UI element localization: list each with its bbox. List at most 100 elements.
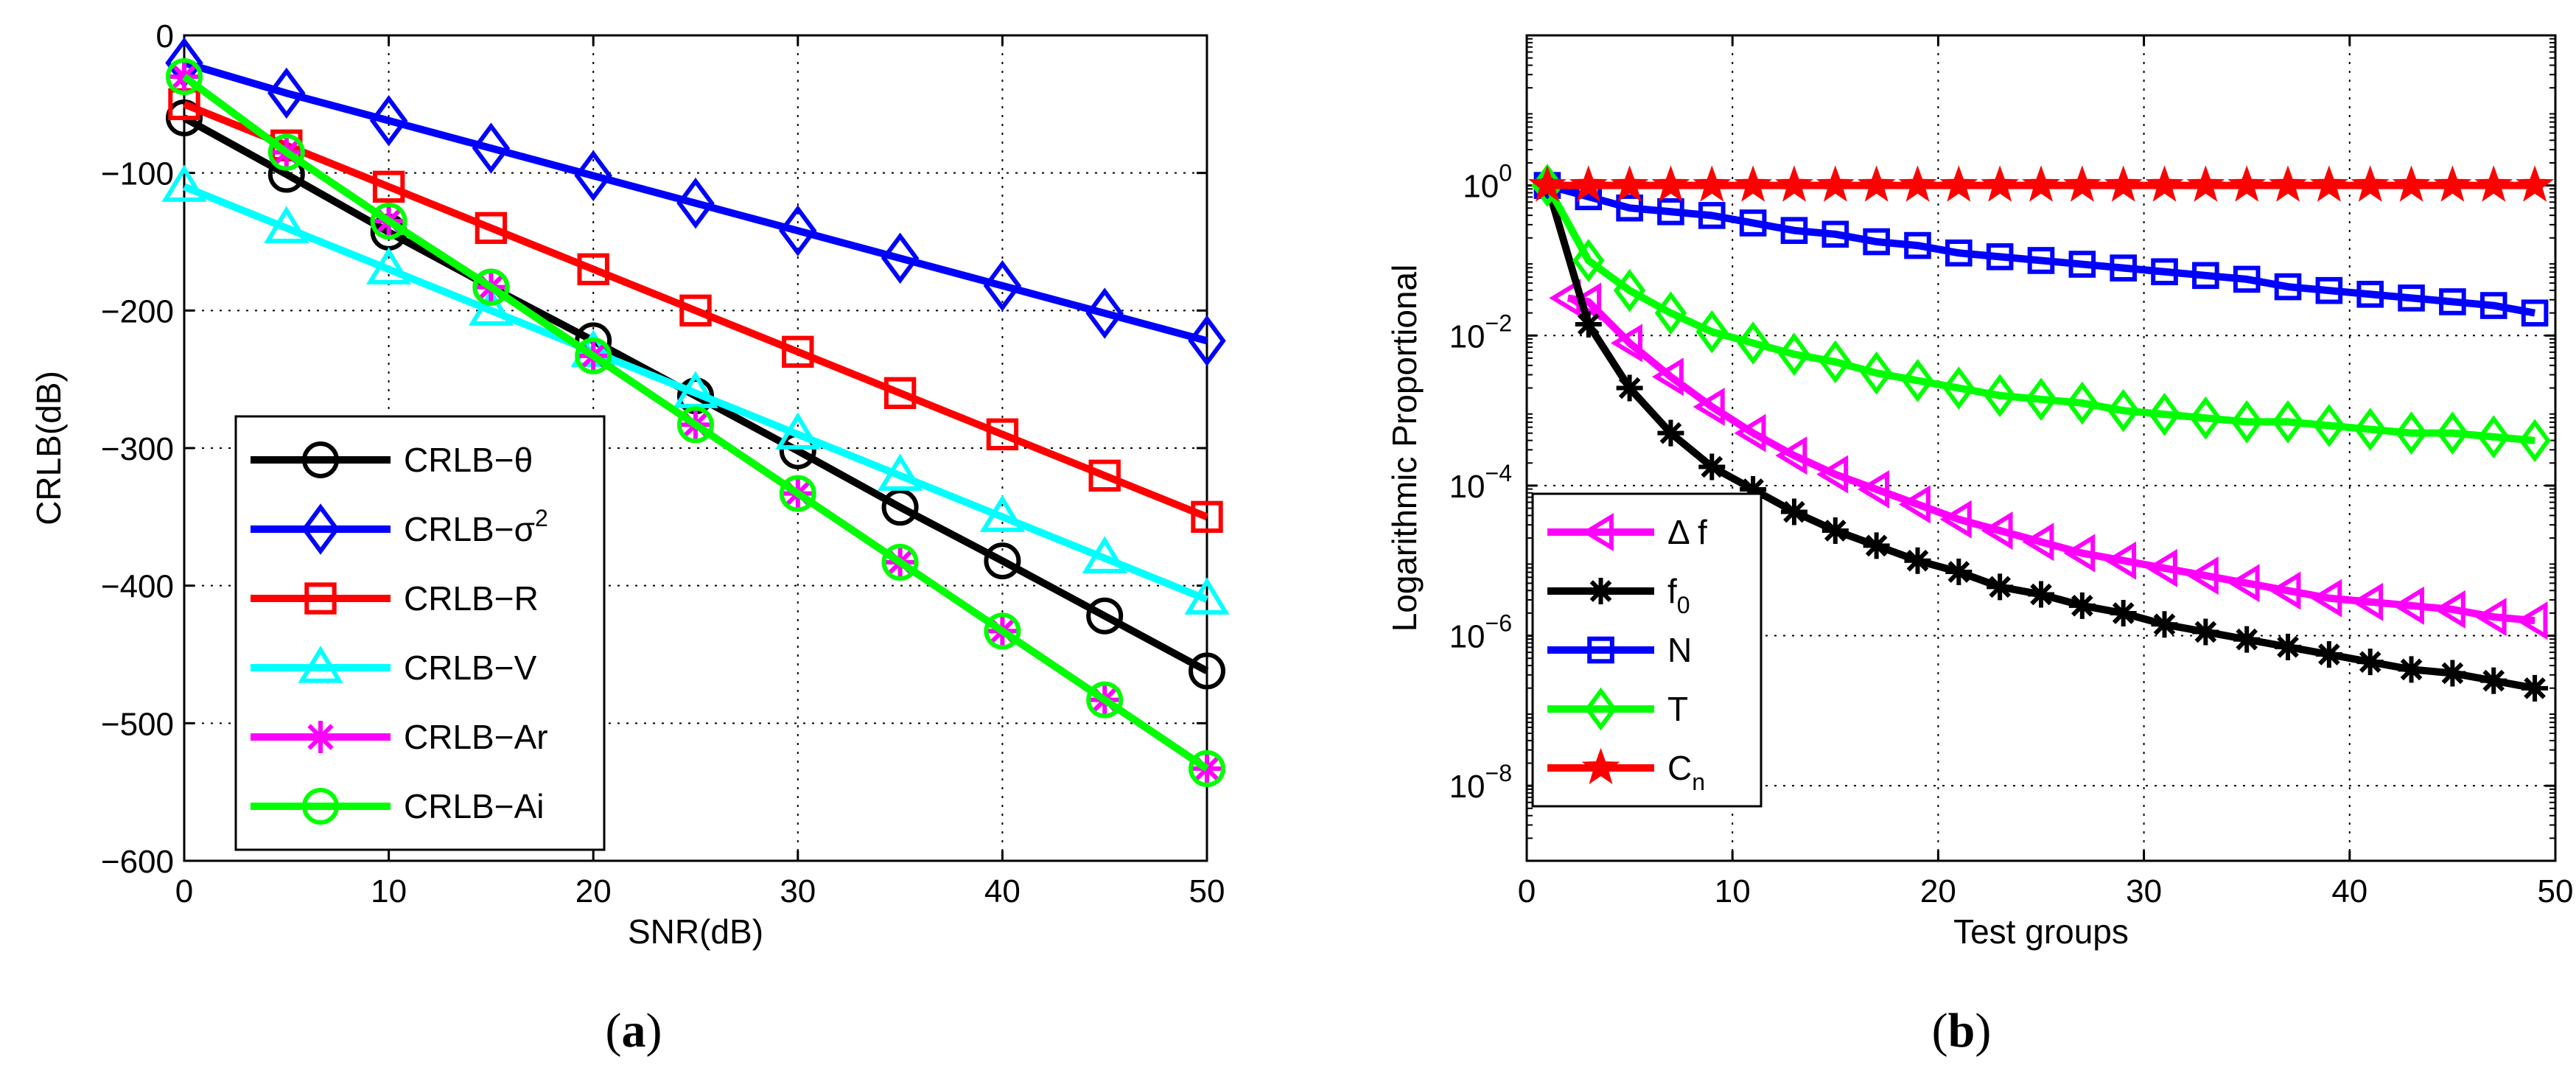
data-point <box>2356 280 2384 308</box>
data-point <box>1775 436 1807 475</box>
data-point <box>1693 165 1732 202</box>
legend: CRLB−θ CRLB−σ2 CRLB−R CRLB−V CRLB−Ar CRLB−Ai <box>234 415 606 851</box>
data-point <box>2151 258 2178 286</box>
series-line <box>182 73 1209 772</box>
legend-marker <box>304 721 337 753</box>
legend-label: Cn <box>1667 749 1705 795</box>
data-point <box>782 335 814 368</box>
data-point <box>1654 291 1687 335</box>
data-point <box>2151 611 2178 638</box>
data-point <box>2145 165 2184 202</box>
data-point <box>2480 667 2507 694</box>
data-point <box>2315 276 2343 304</box>
data-point <box>1189 652 1225 690</box>
data-point <box>2269 165 2307 202</box>
data-point <box>365 247 412 284</box>
data-point <box>2395 411 2428 455</box>
data-point <box>2189 396 2222 440</box>
data-point <box>1082 536 1127 573</box>
data-point <box>577 253 609 286</box>
data-point <box>2062 165 2101 202</box>
data-point <box>883 377 917 410</box>
data-point <box>1569 165 1608 202</box>
data-point <box>2315 641 2342 668</box>
data-point <box>2516 165 2555 202</box>
data-point <box>1085 287 1124 339</box>
data-point <box>1698 453 1726 481</box>
data-point <box>2028 581 2054 608</box>
data-point <box>370 203 407 240</box>
legend-label: N <box>1667 631 1692 669</box>
data-point <box>984 542 1021 580</box>
data-point <box>1981 165 2020 202</box>
data-point <box>2227 165 2267 202</box>
data-point <box>2275 633 2302 660</box>
data-point <box>475 212 508 245</box>
data-point <box>2392 586 2424 625</box>
data-point <box>1739 209 1767 237</box>
data-point <box>1986 243 2014 270</box>
data-point <box>1945 239 1973 267</box>
legend-marker <box>302 441 339 478</box>
data-point <box>1086 681 1124 719</box>
data-point <box>881 543 919 581</box>
legend-marker <box>1587 636 1614 664</box>
data-point <box>2186 165 2225 202</box>
data-point <box>1527 165 1567 202</box>
y-tick-label: −500 <box>101 706 174 742</box>
series-line <box>1567 294 2535 625</box>
data-point <box>1984 374 2016 418</box>
legend-marker <box>302 788 339 825</box>
legend-marker <box>1581 512 1614 552</box>
data-point <box>2433 165 2472 202</box>
series-1 <box>1533 172 2549 702</box>
data-point <box>2269 571 2301 610</box>
series-line <box>1544 184 2535 444</box>
data-point <box>1734 413 1766 453</box>
data-point <box>2148 392 2181 436</box>
data-point <box>1981 511 2013 551</box>
data-point <box>775 412 821 450</box>
series-group <box>1527 164 2555 702</box>
data-point <box>2313 404 2345 447</box>
y-tick-label: 0 <box>156 18 174 55</box>
data-point <box>2439 660 2466 687</box>
series-line <box>1546 181 2535 317</box>
legend-box <box>234 415 606 851</box>
data-point <box>574 150 612 202</box>
data-point <box>1189 750 1225 787</box>
data-point <box>372 170 405 203</box>
series-0 <box>1549 279 2548 640</box>
data-point <box>1698 202 1726 229</box>
data-point <box>2192 262 2219 290</box>
data-point <box>881 489 919 526</box>
y-tick-label: 100 <box>1463 160 1512 205</box>
x-tick-label: 0 <box>175 873 193 909</box>
data-point <box>2398 284 2425 312</box>
data-point <box>2479 292 2507 319</box>
x-tick-label: 50 <box>2538 873 2574 909</box>
legend-label: Δ f <box>1667 513 1707 551</box>
y-axis-ticks: 100 10−2 10−4 10−6 10−8 <box>1449 38 2555 839</box>
panel-a-caption: (a) <box>606 1004 662 1058</box>
data-point <box>1613 268 1646 312</box>
x-tick-label: 50 <box>1189 873 1225 909</box>
series-3 <box>1531 164 2551 463</box>
data-point <box>677 406 714 444</box>
data-point <box>979 495 1026 532</box>
data-point <box>2356 649 2384 676</box>
data-point <box>1572 239 1605 282</box>
x-axis-label: SNR(dB) <box>628 912 763 951</box>
data-point <box>1939 500 1972 539</box>
x-tick-label: 20 <box>575 873 612 909</box>
legend-label: CRLB−R <box>404 579 539 618</box>
data-point <box>779 205 817 256</box>
data-point <box>779 475 816 512</box>
data-point <box>2104 165 2143 202</box>
data-point <box>2186 556 2219 595</box>
data-point <box>1816 455 1849 494</box>
series-2 <box>1533 172 2549 327</box>
y-tick-label: 10−8 <box>1449 760 1512 805</box>
series-4 <box>1527 165 2555 202</box>
data-point <box>2022 523 2054 562</box>
